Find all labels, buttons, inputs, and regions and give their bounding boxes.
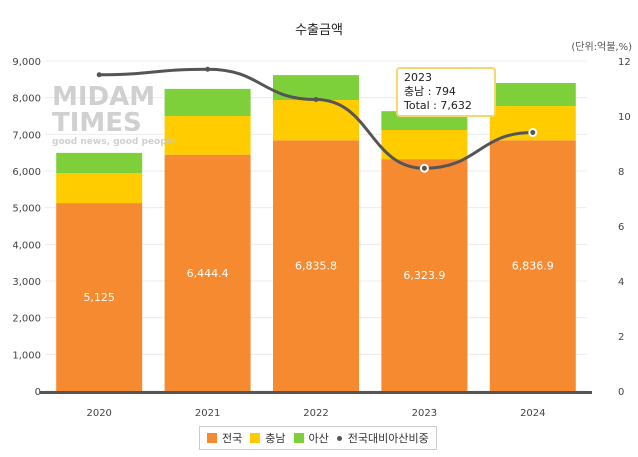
watermark: MIDAM TIMES good news, good people	[52, 84, 176, 148]
y-tick-label: 1,000	[12, 350, 41, 361]
legend-item-asan[interactable]: 아산	[293, 430, 329, 446]
chart-title: 수출금액	[295, 23, 343, 38]
bar-전국-2023[interactable]	[381, 159, 468, 391]
bar-충남-2023[interactable]	[381, 130, 468, 160]
share-line	[99, 67, 533, 170]
legend-item-share[interactable]: 전국대비아산비중	[336, 430, 429, 446]
x-tick-label: 2021	[195, 408, 220, 419]
watermark-name2: TIMES	[52, 108, 142, 138]
share-point-2023[interactable]	[419, 163, 429, 173]
legend-label: 충남	[265, 432, 286, 445]
legend-label: 전국	[222, 432, 243, 445]
bar-아산-2021[interactable]	[164, 88, 251, 117]
legend: 전국 충남 아산 전국대비아산비중	[199, 426, 437, 450]
bar-전국-2021[interactable]	[164, 154, 251, 391]
tooltip-line1: 충남 : 794	[404, 85, 456, 98]
y-tick-label: 3,000	[12, 277, 41, 288]
legend-swatch	[207, 433, 217, 443]
bar-data-label: 5,125	[83, 291, 115, 304]
bar-data-label: 6,444.4	[187, 267, 229, 280]
bar-data-label: 6,836.9	[512, 260, 554, 273]
y-tick-label: 4,000	[12, 240, 41, 251]
bar-data-label: 6,835.8	[295, 260, 337, 273]
share-point-2020[interactable]	[96, 72, 102, 78]
bar-충남-2020[interactable]	[56, 173, 143, 204]
bar-충남-2022[interactable]	[273, 100, 359, 141]
y2-tick-label: 2	[618, 332, 624, 343]
legend-label: 전국대비아산비중	[347, 432, 429, 445]
y-tick-label: 8,000	[12, 94, 41, 105]
watermark-name: MIDAM	[52, 82, 156, 112]
y-tick-label: 9,000	[12, 57, 41, 68]
share-point-2024[interactable]	[528, 128, 538, 137]
y-tick-label: 2,000	[12, 314, 41, 325]
tooltip-line2: Total : 7,632	[404, 99, 472, 112]
x-tick-label: 2023	[412, 408, 437, 419]
y-tick-label: 0	[35, 387, 41, 398]
x-tick-label: 2020	[86, 408, 111, 419]
bar-전국-2020[interactable]	[56, 203, 143, 391]
legend-item-chungnam[interactable]: 충남	[250, 430, 286, 446]
y-tick-label: 7,000	[12, 130, 41, 141]
unit-label: (단위:억불,%)	[571, 40, 632, 53]
y2-tick-label: 8	[618, 167, 624, 178]
y2-tick-label: 4	[618, 277, 624, 288]
bar-충남-2021[interactable]	[164, 116, 251, 155]
legend-item-national[interactable]: 전국	[207, 430, 242, 446]
y2-tick-label: 12	[618, 57, 631, 68]
x-tick-label: 2022	[303, 408, 328, 419]
legend-dot	[336, 436, 342, 441]
bar-전국-2024[interactable]	[489, 140, 576, 391]
tooltip: 2023 충남 : 794 Total : 7,632	[396, 67, 496, 117]
tooltip-year: 2023	[404, 71, 432, 84]
share-point-2021[interactable]	[205, 66, 211, 72]
bar-data-label: 6,323.9	[403, 269, 445, 282]
bar-아산-2024[interactable]	[489, 82, 576, 107]
legend-swatch	[293, 433, 304, 443]
y2-tick-label: 10	[618, 112, 631, 123]
y2-tick-label: 6	[618, 222, 624, 233]
legend-swatch	[250, 433, 261, 443]
share-point-2022[interactable]	[313, 97, 319, 102]
legend-label: 아산	[308, 432, 329, 445]
bar-전국-2022[interactable]	[273, 140, 359, 391]
y2-tick-label: 0	[618, 387, 624, 398]
x-tick-label: 2024	[520, 408, 545, 419]
y-tick-label: 5,000	[12, 204, 41, 215]
watermark-slogan: good news, good people	[52, 137, 176, 147]
y-tick-label: 6,000	[12, 167, 41, 178]
bar-아산-2020[interactable]	[56, 152, 143, 174]
